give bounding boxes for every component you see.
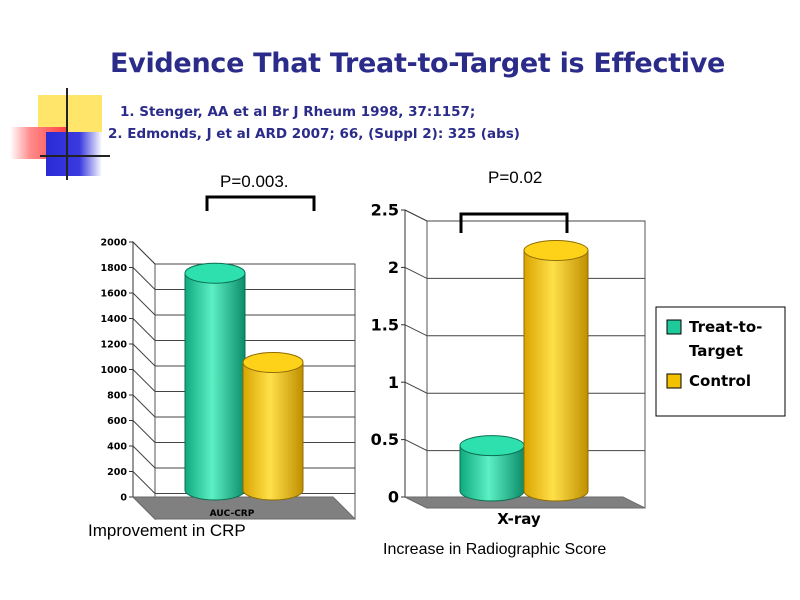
bar-treat-to-target: [184, 262, 246, 501]
right-pvalue: P=0.02: [488, 168, 543, 187]
crp-chart: 0 200 400 600 800 1000 1200 1400 1600 1800 2000 AUC…: [101, 195, 357, 521]
y-tick-label: 2: [388, 258, 399, 277]
bar-body: [523, 249, 589, 502]
gridline: [132, 267, 355, 290]
bar-top: [242, 351, 304, 373]
y-tick-label: 800: [107, 390, 127, 401]
legend: Treat-to-Target Control: [655, 306, 786, 417]
plot-side-wall: [404, 209, 428, 509]
bar-treat-to-target: [459, 435, 525, 502]
significance-bracket: [459, 212, 569, 233]
y-tick-label: 1.5: [371, 315, 399, 334]
x-category-label: AUC-CRP: [210, 509, 255, 519]
plot-floor: [404, 496, 646, 509]
decor-vertical-line: [66, 88, 68, 180]
y-tick-label: 1600: [101, 288, 128, 299]
right-caption: Increase in Radiographic Score: [383, 541, 607, 558]
legend-swatch-treat: [666, 319, 682, 335]
y-tick-label: 1400: [101, 314, 128, 325]
y-tick-label: 1: [388, 373, 399, 392]
y-tick-label: 1200: [101, 339, 128, 350]
y-tick-label: 1000: [101, 365, 128, 376]
legend-label-treat: Treat-to-Target: [689, 318, 762, 360]
y-tick-label: 0: [388, 488, 399, 507]
left-pvalue: P=0.003.: [220, 172, 289, 191]
y-tick-label: 600: [107, 416, 127, 427]
bar-control: [242, 351, 304, 501]
y-tick-label: 0.5: [371, 430, 399, 449]
decor-blue-square: [46, 132, 102, 176]
slide-title: Evidence That Treat-to-Target is Effecti…: [110, 48, 726, 79]
bar-top: [184, 262, 246, 284]
bar-body: [242, 361, 304, 501]
bar-top: [459, 435, 525, 457]
legend-label-control: Control: [689, 372, 751, 390]
reference-1: 1. Stenger, AA et al Br J Rheum 1998, 37…: [120, 104, 476, 120]
legend-swatch-control: [666, 373, 682, 389]
gridline: [404, 209, 645, 222]
bar-body: [184, 272, 246, 501]
gridline: [132, 292, 355, 316]
bar-control: [523, 239, 589, 502]
y-tick-label: 0: [120, 492, 127, 503]
left-caption: Improvement in CRP: [88, 521, 246, 540]
y-tick-label: 2000: [101, 237, 128, 248]
gridline: [132, 318, 355, 341]
x-category-label: X-ray: [497, 510, 541, 528]
gridline: [132, 241, 355, 265]
decor-horizontal-line: [40, 155, 110, 157]
xray-chart: 0 0.5 1 1.5 2 2.5 X-ray: [371, 201, 646, 528]
y-tick-label: 1800: [101, 263, 128, 274]
y-tick-label: 200: [107, 467, 127, 478]
reference-2: 2. Edmonds, J et al ARD 2007; 66, (Suppl…: [108, 126, 520, 142]
y-tick-label: 2.5: [371, 201, 399, 220]
significance-bracket: [205, 195, 316, 211]
y-tick-label: 400: [107, 441, 127, 452]
bar-top: [523, 239, 589, 261]
bar-body: [459, 445, 525, 502]
